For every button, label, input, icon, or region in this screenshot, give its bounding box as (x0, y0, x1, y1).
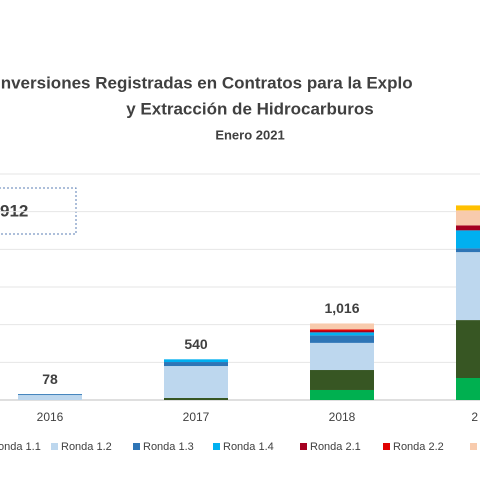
bar-segment (164, 359, 228, 363)
chart-subtitle: Enero 2021 (215, 127, 284, 142)
value-label: 78 (42, 371, 58, 387)
legend-marker (300, 443, 307, 450)
bar-segment (456, 205, 480, 211)
bar-segment (310, 370, 374, 390)
x-tick-label: 2 (471, 410, 478, 424)
x-tick-label: 2017 (183, 410, 210, 424)
legend-label: Ronda 1.4 (223, 441, 274, 453)
x-tick-label: 2016 (37, 410, 64, 424)
chart-title-line2: y Extracción de Hidrocarburos (126, 99, 374, 118)
bar-segment (310, 332, 374, 336)
bar-segment (310, 329, 374, 331)
bar-segment (456, 230, 480, 249)
bar-segment (164, 362, 228, 367)
legend-label: onda 1.1 (0, 441, 41, 453)
legend-label: Ronda 1.3 (143, 441, 194, 453)
bar-segment (164, 397, 228, 400)
legend-marker (51, 443, 58, 450)
bar-segment (456, 248, 480, 253)
chart-title: Inversiones Registradas en Contratos par… (0, 73, 413, 92)
bar-segment (310, 335, 374, 343)
legend-marker (470, 443, 477, 450)
legend-label: Ronda 2.2 (393, 441, 444, 453)
bar-segment (310, 389, 374, 400)
bar-segment (310, 323, 374, 330)
bar-segment (456, 320, 480, 379)
value-label: 1,016 (324, 300, 359, 316)
bar-segment (456, 225, 480, 231)
bar-segment (310, 330, 374, 333)
bar-segment (456, 378, 480, 400)
bar-segment (456, 210, 480, 226)
bar-segment (18, 395, 82, 400)
total-box-text: 912 (0, 201, 28, 220)
value-label: 540 (184, 336, 208, 352)
x-tick-label: 2018 (329, 410, 356, 424)
legend-label: Ronda 2.1 (310, 441, 361, 453)
bar-segment (456, 252, 480, 321)
bar-segment (18, 394, 82, 396)
legend-marker (133, 443, 140, 450)
total-box (0, 187, 77, 235)
bar-segment (310, 342, 374, 371)
legend-marker (213, 443, 220, 450)
legend-label: Ronda 1.2 (61, 441, 112, 453)
bar-segment (164, 366, 228, 398)
legend-marker (383, 443, 390, 450)
